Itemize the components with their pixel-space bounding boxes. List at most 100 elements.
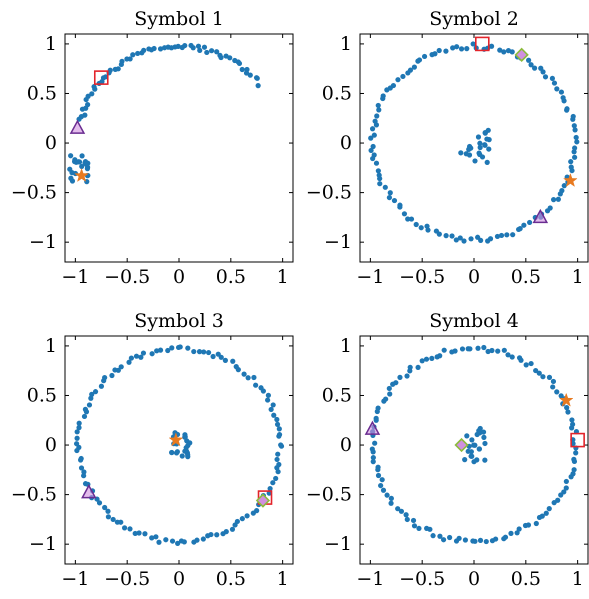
scatter-point [165,347,171,354]
scatter-point [478,237,484,244]
scatter-point [109,372,115,379]
scatter-point [469,437,475,443]
scatter-point [533,367,539,374]
x-tick-label: 0 [173,568,185,590]
scatter-point [157,347,164,353]
scatter-point [275,451,281,457]
scatter-point [142,531,148,537]
scatter-point [436,231,442,237]
plot-frame [64,33,294,263]
scatter-point [81,473,87,479]
scatter-point [153,534,159,540]
scatter-point [373,160,380,166]
scatter-point [270,402,276,408]
scatter-point [469,453,475,459]
scatter-point [472,538,478,544]
x-tick-label: 1 [572,266,584,288]
scatter-point [387,391,393,397]
scatter-point [245,375,251,381]
scatter-point [182,448,188,454]
scatter-point [531,65,538,71]
diamond-marker [514,47,529,62]
scatter-point [121,525,128,531]
panel-1: Symbol 1 −1 −0.5 0 0.5 1 1 0.5 0 −0.5 −1 [11,8,294,288]
chart-title: Symbol 2 [429,8,519,30]
x-tick-label: 0 [173,266,185,288]
scatter-point [127,526,133,532]
scatter-point [79,153,85,159]
x-tick-label: −1 [61,266,89,288]
scatter-point [471,442,477,448]
x-tick-label: 0.5 [216,266,246,288]
scatter-point [571,123,577,129]
scatter-point [191,348,197,355]
x-tick-label: −0.5 [104,266,150,288]
scatter-point [533,520,539,527]
scatter-point [555,497,561,503]
scatter-point [222,357,228,363]
scatter-point [173,450,180,456]
scatter-point [508,530,514,536]
scatter-point [375,168,381,174]
scatter-point [475,345,481,351]
scatter-point [423,356,430,362]
scatter-point [493,536,499,542]
star-marker [168,432,184,447]
scatter-point [209,48,215,54]
scatter-point [92,389,99,395]
scatter-point [146,46,152,52]
scatter-point [163,537,169,543]
scatter-point [482,457,488,463]
scatter-point [546,374,553,380]
scatter-point [370,454,376,461]
scatter-point [563,478,569,485]
scatter-point [139,50,145,56]
scatter-point [118,364,124,370]
scatter-point [89,91,95,97]
scatter-point [118,61,124,68]
scatter-point [194,537,200,543]
scatter-point [564,405,570,411]
scatter-point [130,52,136,58]
data-points [368,36,580,244]
scatter-point [273,475,279,482]
scatter-point [82,160,88,166]
y-tick-label: −0.5 [306,182,352,204]
scatter-point [182,434,188,440]
scatter-point [517,226,523,232]
scatter-point [208,531,214,538]
scatter-point [140,350,147,356]
scatter-point [447,534,453,541]
scatter-point [485,348,491,355]
x-tick-label: −1 [356,266,384,288]
scatter-point [472,158,478,164]
scatter-point [169,538,176,544]
scatter-point [554,86,560,92]
scatter-point [528,62,534,68]
scatter-point [454,44,460,50]
scatter-point [239,66,245,73]
scatter-point [128,355,134,361]
scatter-point [440,537,447,543]
scatter-point [516,526,522,532]
scatter-point [105,508,111,514]
scatter-point [374,113,380,119]
scatter-point [547,205,553,211]
y-tick-label: −1 [324,231,352,253]
scatter-point [175,540,181,546]
scatter-point [526,57,532,63]
scatter-point [376,107,382,113]
scatter-point [136,530,142,536]
scatter-point [204,49,210,56]
scatter-point [564,106,570,112]
scatter-point [133,353,140,359]
scatter-point [83,409,90,415]
scatter-point [77,457,84,463]
scatter-point [563,485,569,491]
scatter-point [214,532,220,538]
scatter-point [78,465,85,471]
scatter-point [188,42,194,49]
scatter-point [112,367,118,373]
square-marker [570,432,585,448]
scatter-point [470,41,476,47]
